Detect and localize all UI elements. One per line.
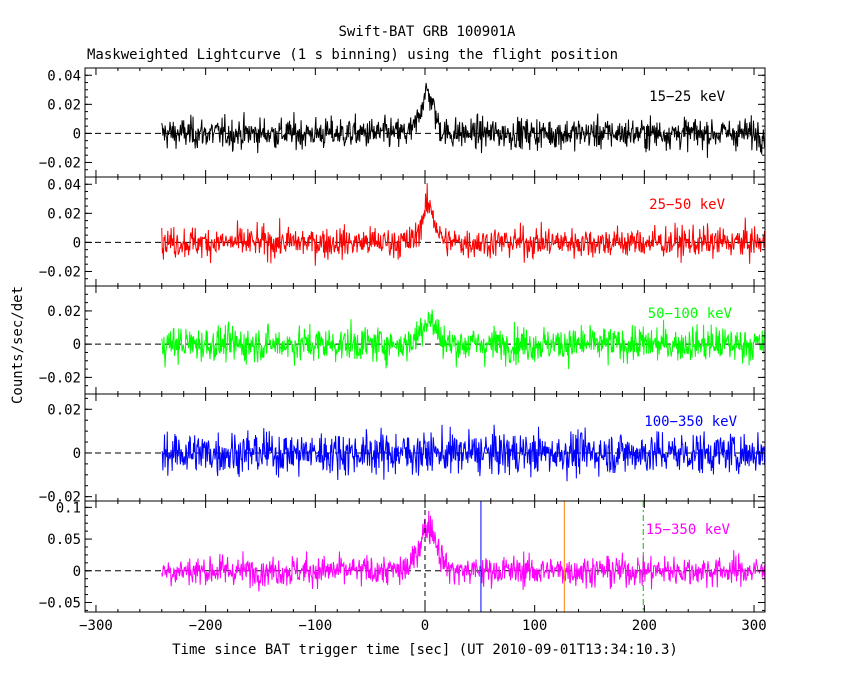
x-tick-label: −300 [79,618,113,634]
x-tick-label: −200 [189,618,223,634]
y-tick-label: 0.02 [47,97,81,113]
y-tick-label: 0 [73,126,81,142]
panel-0: −0.02 0 0.02 0.04 15−25 keV [39,67,766,178]
y-tick-label: 0 [73,235,81,251]
x-tick-label: 100 [522,618,547,634]
panel-2: −0.02 0 0.02 50−100 keV [39,285,766,395]
y-tick-label: −0.02 [39,370,81,386]
panel-frame [84,176,766,287]
series-label-3: 100−350 keV [644,414,737,430]
x-tick-label: 0 [421,618,429,634]
chart-title: Swift-BAT GRB 100901A [338,24,516,40]
series-line-3 [161,424,766,482]
series-label-2: 50−100 keV [648,306,733,322]
y-axis-label: Counts/sec/det [10,286,26,404]
y-tick-label: −0.02 [39,264,81,280]
series-line-1 [161,183,766,266]
panels-group: −0.02 0 0.02 0.04 15−25 keV −0.02 0 0.02 0.04 25−… [39,67,767,634]
panel-3: −0.02 0 0.02 100−350 keV [39,393,766,506]
series-label-1: 25−50 keV [649,197,725,213]
panel-4: −0.05 0 0.05 0.1 15−350 keV [39,500,766,613]
series-line-0 [161,82,766,158]
x-tick-label: 200 [632,618,657,634]
x-axis-label: Time since BAT trigger time [sec] (UT 20… [172,642,678,658]
x-tick-label: 300 [741,618,766,634]
y-tick-label: 0.02 [47,402,81,418]
y-tick-label: 0.05 [47,532,81,548]
y-tick-label: 0.04 [47,177,81,193]
y-tick-label: −0.02 [39,155,81,171]
y-tick-label: 0.04 [47,68,81,84]
y-tick-label: 0.1 [56,500,81,516]
series-line-2 [161,309,766,370]
y-tick-label: 0.02 [47,304,81,320]
panel-frame [84,67,766,178]
y-tick-label: 0 [73,337,81,353]
y-tick-label: −0.02 [39,490,81,506]
y-tick-label: 0 [73,564,81,580]
x-tick-label: −100 [298,618,332,634]
y-tick-label: 0 [73,446,81,462]
panel-1: −0.02 0 0.02 0.04 25−50 keV [39,176,766,287]
chart-subtitle: Maskweighted Lightcurve (1 s binning) us… [87,47,618,63]
y-tick-label: 0.02 [47,206,81,222]
series-label-0: 15−25 keV [649,89,725,105]
series-label-4: 15−350 keV [646,522,731,538]
series-line-4 [161,510,766,592]
y-tick-label: −0.05 [39,595,81,611]
